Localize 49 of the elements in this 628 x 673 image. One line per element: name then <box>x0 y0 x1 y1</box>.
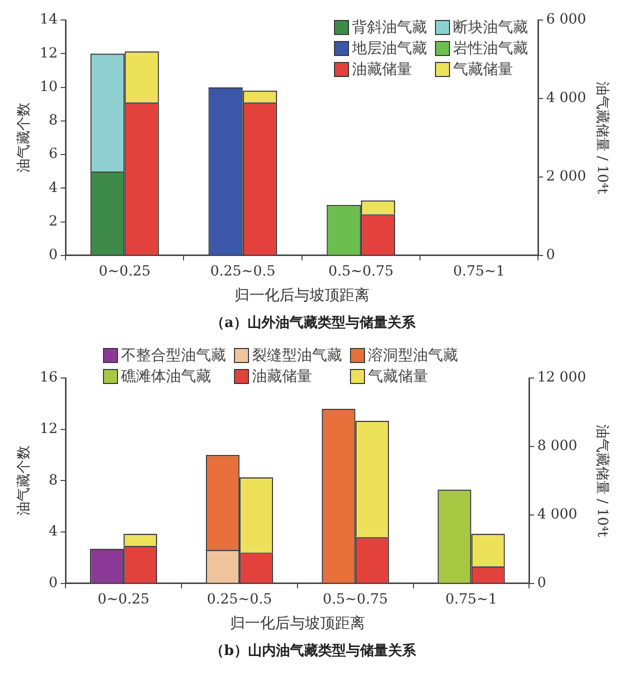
legend-label: 断块油气藏 <box>453 18 528 37</box>
legend-label: 地层油气藏 <box>352 39 427 58</box>
y-tick-label: 8 <box>48 472 58 488</box>
legend-label: 气藏储量 <box>453 60 513 79</box>
y-tick-label: 4 <box>48 180 58 196</box>
text: （b）山内油气藏类型与储量关系 <box>210 642 417 660</box>
x-tick-label: 0.25~0.5 <box>210 263 276 280</box>
y-tick-label: 12 <box>40 420 58 437</box>
y-tick-label: 16 <box>40 370 58 386</box>
legend-label: 油藏储量 <box>352 60 412 79</box>
legend-label: 不整合型油气藏 <box>121 346 226 365</box>
y-axis-title: 油气藏个数 <box>16 102 32 173</box>
y-tick-label: 6 <box>48 146 58 162</box>
y-tick-label: 8 <box>48 112 58 129</box>
y2-axis-title: 油气藏储量 / 10⁴t <box>594 424 610 538</box>
y-tick-label: 10 <box>40 78 58 95</box>
y-tick-label: 4 <box>48 524 58 540</box>
x-tick-label: 0.75~1 <box>453 263 505 280</box>
x-tick-label: 0.25~0.5 <box>206 591 272 608</box>
y2-tick-label: 12 000 <box>537 370 586 386</box>
y-tick-label: 0 <box>48 247 58 264</box>
y2-tick-label: 4 000 <box>537 506 578 523</box>
y-tick-label: 14 <box>40 12 58 28</box>
legend-label: 裂缝型油气藏 <box>252 346 342 365</box>
x-tick-label: 0.5~0.75 <box>322 591 388 608</box>
legend-label: 礁滩体油气藏 <box>121 367 211 386</box>
x-axis-title: 归一化后与坡顶距离 <box>230 614 365 632</box>
x-tick-label: 0~0.25 <box>98 591 150 608</box>
legend-label: 溶洞型油气藏 <box>368 346 458 365</box>
y-tick-label: 2 <box>48 213 58 230</box>
x-tick-label: 0~0.25 <box>98 263 151 280</box>
y2-axis-title: 油气藏储量 / 10⁴t <box>594 81 610 194</box>
legend-label: 背斜油气藏 <box>352 18 427 37</box>
y2-tick-label: 4 000 <box>546 90 586 106</box>
y2-tick-label: 8 000 <box>537 438 578 454</box>
legend-label: 气藏储量 <box>368 367 428 386</box>
x-axis-title: 归一化后与坡顶距离 <box>234 286 370 304</box>
y2-tick-label: 0 <box>537 575 546 592</box>
y2-tick-label: 0 <box>546 247 556 264</box>
x-tick-label: 0.5~0.75 <box>328 263 394 280</box>
y2-tick-label: 2 000 <box>546 168 586 185</box>
y-axis-title: 油气藏个数 <box>16 446 32 516</box>
text: （a）山外油气藏类型与储量关系 <box>210 314 417 332</box>
legend-label: 岩性油气藏 <box>453 39 528 58</box>
y2-tick-label: 6 000 <box>546 12 586 28</box>
x-tick-label: 0.75~1 <box>445 591 498 608</box>
y-tick-label: 12 <box>40 45 58 62</box>
y-tick-label: 0 <box>48 575 58 592</box>
legend-label: 油藏储量 <box>252 367 312 386</box>
